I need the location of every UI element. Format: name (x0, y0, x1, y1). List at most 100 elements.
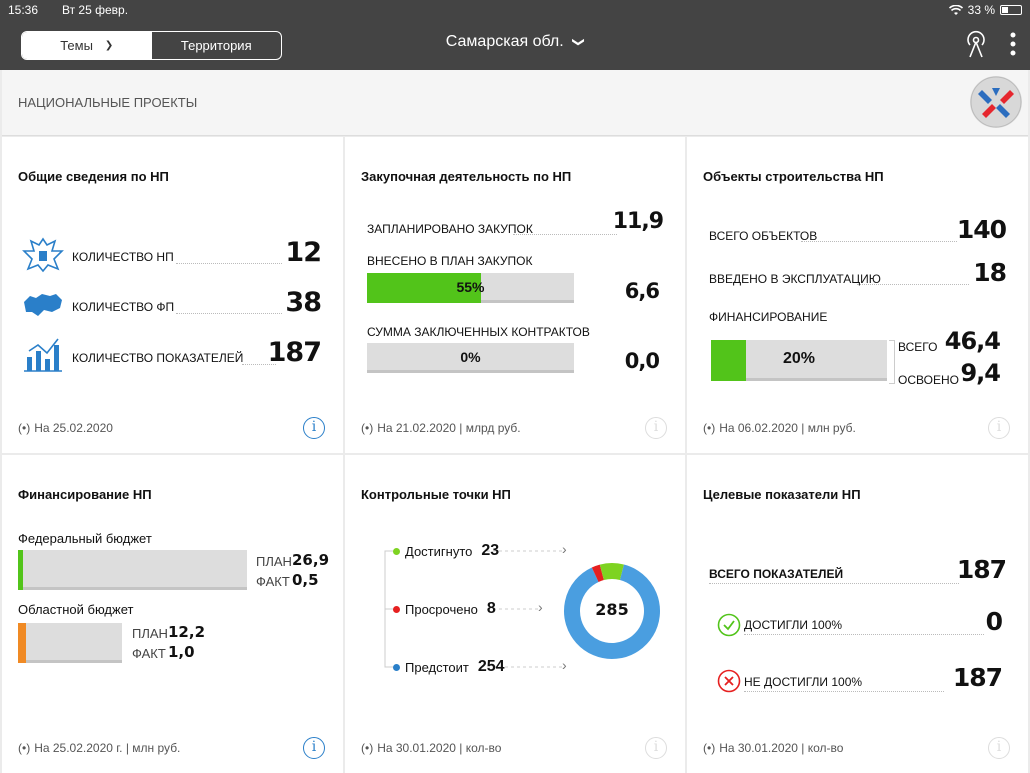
donut-slice-0[interactable] (564, 564, 660, 659)
info-icon[interactable]: i (645, 417, 667, 439)
commissioned-value: 18 (973, 258, 1007, 287)
footer-text: На 06.02.2020 | млн руб. (719, 421, 856, 435)
leader-line (801, 241, 957, 242)
battery-fill (1002, 7, 1008, 13)
info-icon[interactable]: i (988, 737, 1010, 759)
leader-line (857, 284, 969, 285)
wifi-icon (948, 4, 963, 15)
card-title: Объекты строительства НП (703, 169, 884, 184)
card-construction[interactable]: Объекты строительства НП ВСЕГО ОБЪЕКТОВ … (687, 137, 1028, 453)
funding-label: ФИНАНСИРОВАНИЕ (709, 310, 828, 324)
signal-icon: (•) (18, 421, 31, 435)
view-segment-control: Темы ❯ Территория (21, 31, 282, 60)
leader-line (242, 364, 276, 365)
funding-used-label: ОСВОЕНО (898, 373, 959, 387)
status-bar: 15:36 Вт 25 февр. 33 % (0, 0, 1030, 20)
control-points-donut[interactable] (562, 561, 662, 661)
leader-line (176, 313, 282, 314)
footer-text: На 21.02.2020 | млрд руб. (377, 421, 521, 435)
signal-icon: (•) (361, 421, 374, 435)
battery-percent: 33 % (967, 3, 995, 17)
reached-label: ДОСТИГЛИ 100% (744, 618, 843, 632)
total-objects-label: ВСЕГО ОБЪЕКТОВ (709, 229, 818, 243)
card-control-points[interactable]: Контрольные точки НП › › › Достигнуто 23… (345, 455, 685, 773)
section-title: НАЦИОНАЛЬНЫЕ ПРОЕКТЫ (18, 95, 198, 110)
legend-overdue[interactable]: Просрочено 8 (393, 600, 496, 618)
regional-bar (18, 623, 122, 663)
legend-label: Просрочено (405, 601, 478, 617)
card-procurement[interactable]: Закупочная деятельность по НП ЗАПЛАНИРОВ… (345, 137, 685, 453)
tab-themes-label: Темы (60, 38, 93, 53)
broadcast-icon[interactable] (964, 30, 988, 58)
fp-count-label: КОЛИЧЕСТВО ФП (72, 300, 175, 314)
signal-icon: (•) (18, 741, 31, 755)
chevron-right-icon[interactable]: › (562, 541, 567, 557)
chevron-right-icon[interactable]: › (562, 657, 567, 673)
funding-used-value: 9,4 (960, 359, 1001, 387)
legend-achieved[interactable]: Достигнуто 23 (393, 542, 499, 560)
card-footer: (•) На 25.02.2020 (18, 421, 113, 435)
not-reached-value: 187 (952, 663, 1003, 692)
card-general-info[interactable]: Общие сведения по НП КОЛИЧЕСТВО НП 12 КО… (2, 137, 343, 453)
card-footer: (•) На 30.01.2020 | кол-во (703, 741, 843, 755)
total-objects-value: 140 (956, 215, 1007, 244)
fp-count-value: 38 (285, 287, 322, 318)
donut-slice-2[interactable] (599, 563, 624, 581)
total-indicators-value: 187 (956, 555, 1007, 584)
footer-text: На 25.02.2020 (34, 421, 113, 435)
info-icon[interactable]: i (303, 737, 325, 759)
status-date: Вт 25 февр. (62, 3, 129, 17)
card-footer: (•) На 06.02.2020 | млн руб. (703, 421, 856, 435)
legend-dot (393, 605, 400, 613)
commissioned-label: ВВЕДЕНО В ЭКСПЛУАТАЦИЮ (709, 272, 881, 286)
funding-all-label: ВСЕГО (898, 340, 938, 354)
card-title: Закупочная деятельность по НП (361, 169, 572, 184)
tab-territory[interactable]: Территория (152, 32, 282, 59)
contracts-value: 0,0 (624, 349, 660, 373)
card-footer: (•) На 25.02.2020 г. | млн руб. (18, 741, 180, 755)
federal-label: Федеральный бюджет (18, 531, 152, 546)
card-title: Контрольные точки НП (361, 487, 511, 502)
donut-total: 285 (595, 600, 629, 619)
bracket (889, 340, 895, 384)
card-target-indicators[interactable]: Целевые показатели НП ВСЕГО ПОКАЗАТЕЛЕЙ … (687, 455, 1028, 773)
info-icon[interactable]: i (645, 737, 667, 759)
status-right: 33 % (948, 3, 1022, 17)
funding-all-value: 46,4 (944, 327, 1001, 355)
included-value: 6,6 (624, 279, 660, 303)
federal-plan-value: 26,9 (292, 551, 330, 569)
federal-fact-value: 0,5 (292, 571, 319, 589)
tab-territory-label: Территория (180, 38, 252, 53)
donut-slice-1[interactable] (591, 564, 605, 583)
not-reached-label: НЕ ДОСТИГЛИ 100% (744, 675, 863, 689)
card-footer: (•) На 30.01.2020 | кол-во (361, 741, 501, 755)
section-header: НАЦИОНАЛЬНЫЕ ПРОЕКТЫ (2, 70, 1028, 136)
tab-themes[interactable]: Темы ❯ (22, 32, 152, 59)
chevron-right-icon[interactable]: › (538, 599, 543, 615)
region-selector[interactable]: Самарская обл. ❯ (0, 33, 1030, 51)
legend-upcoming[interactable]: Предстоит 254 (393, 658, 505, 676)
info-icon[interactable]: i (303, 417, 325, 439)
bar-fill (18, 550, 23, 590)
federal-fact-label: ФАКТ (256, 574, 290, 589)
app-logo[interactable] (970, 76, 1022, 128)
progress-label: 0% (460, 348, 481, 365)
info-icon[interactable]: i (988, 417, 1010, 439)
more-vertical-icon[interactable] (1010, 32, 1016, 56)
regional-plan-label: ПЛАН (132, 626, 168, 641)
regional-fact-value: 1,0 (168, 643, 195, 661)
region-label: Самарская обл. (445, 33, 564, 50)
footer-text: На 30.01.2020 | кол-во (719, 741, 844, 755)
footer-text: На 30.01.2020 | кол-во (377, 741, 502, 755)
cross-circle-icon (717, 669, 741, 693)
np-count-value: 12 (285, 237, 322, 268)
contracts-progress-bar: 0% (367, 343, 574, 373)
card-title: Финансирование НП (18, 487, 152, 502)
regional-plan-value: 12,2 (168, 623, 206, 641)
leader-line (744, 634, 984, 635)
connector-lines (384, 550, 565, 668)
leader-line (744, 691, 944, 692)
logo-icon (970, 76, 1022, 128)
regional-fact-label: ФАКТ (132, 646, 166, 661)
card-financing[interactable]: Финансирование НП Федеральный бюджет ПЛА… (2, 455, 343, 773)
